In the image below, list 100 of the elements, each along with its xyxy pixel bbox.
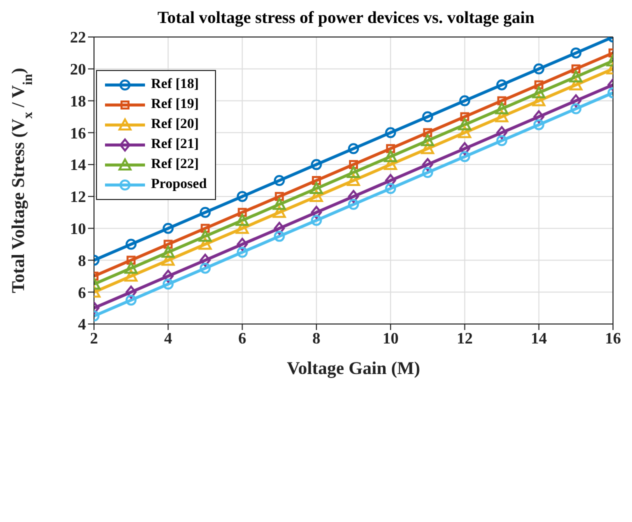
point bbox=[347, 174, 360, 186]
y-tick-label: 6 bbox=[78, 284, 86, 302]
y-tick-label: 10 bbox=[70, 221, 86, 238]
point bbox=[384, 158, 398, 170]
point bbox=[384, 150, 398, 162]
point bbox=[126, 238, 137, 250]
point bbox=[532, 94, 546, 106]
point bbox=[310, 214, 322, 226]
point bbox=[312, 176, 321, 185]
legend-label: Ref [20] bbox=[151, 117, 199, 133]
point bbox=[497, 96, 506, 106]
point bbox=[496, 79, 508, 90]
point bbox=[422, 158, 434, 172]
point bbox=[198, 238, 212, 250]
x-tick-label: 14 bbox=[530, 330, 547, 348]
point bbox=[496, 135, 508, 146]
x-tick-label: 4 bbox=[164, 330, 172, 348]
point bbox=[570, 94, 582, 108]
legend-label: Ref [19] bbox=[151, 97, 199, 113]
y-tick-label: 16 bbox=[70, 125, 86, 142]
point bbox=[349, 160, 358, 170]
point bbox=[124, 262, 138, 274]
point bbox=[422, 167, 434, 178]
point bbox=[236, 222, 249, 234]
point bbox=[162, 254, 175, 266]
point bbox=[310, 159, 322, 170]
legend-label: Ref [18] bbox=[151, 77, 199, 93]
y-tick-label: 14 bbox=[70, 157, 86, 174]
point bbox=[272, 206, 286, 218]
chart-title: Total voltage stress of power devices vs. voltage gain bbox=[156, 8, 536, 29]
point bbox=[162, 270, 174, 283]
y-tick-label: 22 bbox=[70, 30, 86, 47]
point bbox=[200, 224, 210, 233]
y-tick-label: 4 bbox=[78, 316, 86, 334]
point bbox=[348, 198, 359, 210]
point bbox=[348, 143, 359, 154]
point bbox=[126, 256, 136, 265]
x-tick-label: 8 bbox=[312, 330, 320, 348]
point bbox=[495, 102, 508, 114]
point bbox=[421, 142, 434, 154]
point bbox=[422, 111, 434, 122]
x-axis-title: Voltage Gain (M) bbox=[286, 358, 420, 378]
point bbox=[124, 270, 138, 282]
point bbox=[533, 110, 544, 124]
point bbox=[569, 70, 582, 82]
point bbox=[274, 175, 285, 186]
point bbox=[458, 118, 472, 130]
point bbox=[495, 110, 508, 122]
y-tick-label: 8 bbox=[78, 252, 86, 270]
point bbox=[238, 208, 247, 217]
point bbox=[126, 286, 137, 299]
point bbox=[423, 128, 432, 138]
point bbox=[236, 246, 248, 258]
point bbox=[385, 174, 396, 187]
point bbox=[569, 78, 582, 90]
point bbox=[459, 142, 470, 156]
point bbox=[386, 144, 396, 154]
point bbox=[458, 126, 472, 138]
x-tick-label: 12 bbox=[456, 330, 473, 348]
point bbox=[198, 230, 212, 242]
point bbox=[274, 222, 285, 235]
point bbox=[459, 95, 470, 106]
point bbox=[385, 127, 396, 138]
point bbox=[533, 119, 544, 130]
point bbox=[200, 262, 211, 274]
point bbox=[385, 182, 396, 194]
point bbox=[348, 190, 359, 203]
legend-label: Proposed bbox=[151, 177, 207, 193]
point bbox=[496, 126, 508, 140]
point bbox=[162, 278, 174, 290]
legend-label: Ref [22] bbox=[151, 157, 199, 173]
point bbox=[570, 47, 582, 58]
point bbox=[200, 254, 211, 267]
point bbox=[310, 182, 323, 194]
point bbox=[533, 63, 544, 74]
y-tick-label: 18 bbox=[70, 93, 86, 110]
point bbox=[347, 166, 360, 178]
legend-label: Ref [21] bbox=[151, 137, 199, 153]
x-tick-label: 6 bbox=[238, 330, 246, 348]
point bbox=[310, 206, 322, 219]
point bbox=[274, 192, 284, 201]
point bbox=[274, 230, 285, 242]
point bbox=[164, 240, 173, 249]
point bbox=[272, 198, 286, 210]
point bbox=[534, 80, 544, 90]
point bbox=[236, 238, 248, 251]
point bbox=[532, 86, 546, 98]
x-tick-label: 2 bbox=[90, 330, 98, 348]
point bbox=[162, 222, 174, 234]
x-tick-label: 10 bbox=[382, 330, 399, 348]
point bbox=[310, 190, 323, 202]
y-tick-label: 20 bbox=[70, 62, 86, 79]
point bbox=[459, 151, 470, 162]
point bbox=[162, 246, 175, 258]
point bbox=[236, 214, 249, 226]
point bbox=[421, 134, 434, 146]
point bbox=[236, 190, 248, 202]
point bbox=[571, 64, 580, 74]
y-tick-label: 12 bbox=[70, 189, 86, 206]
point bbox=[570, 103, 582, 114]
